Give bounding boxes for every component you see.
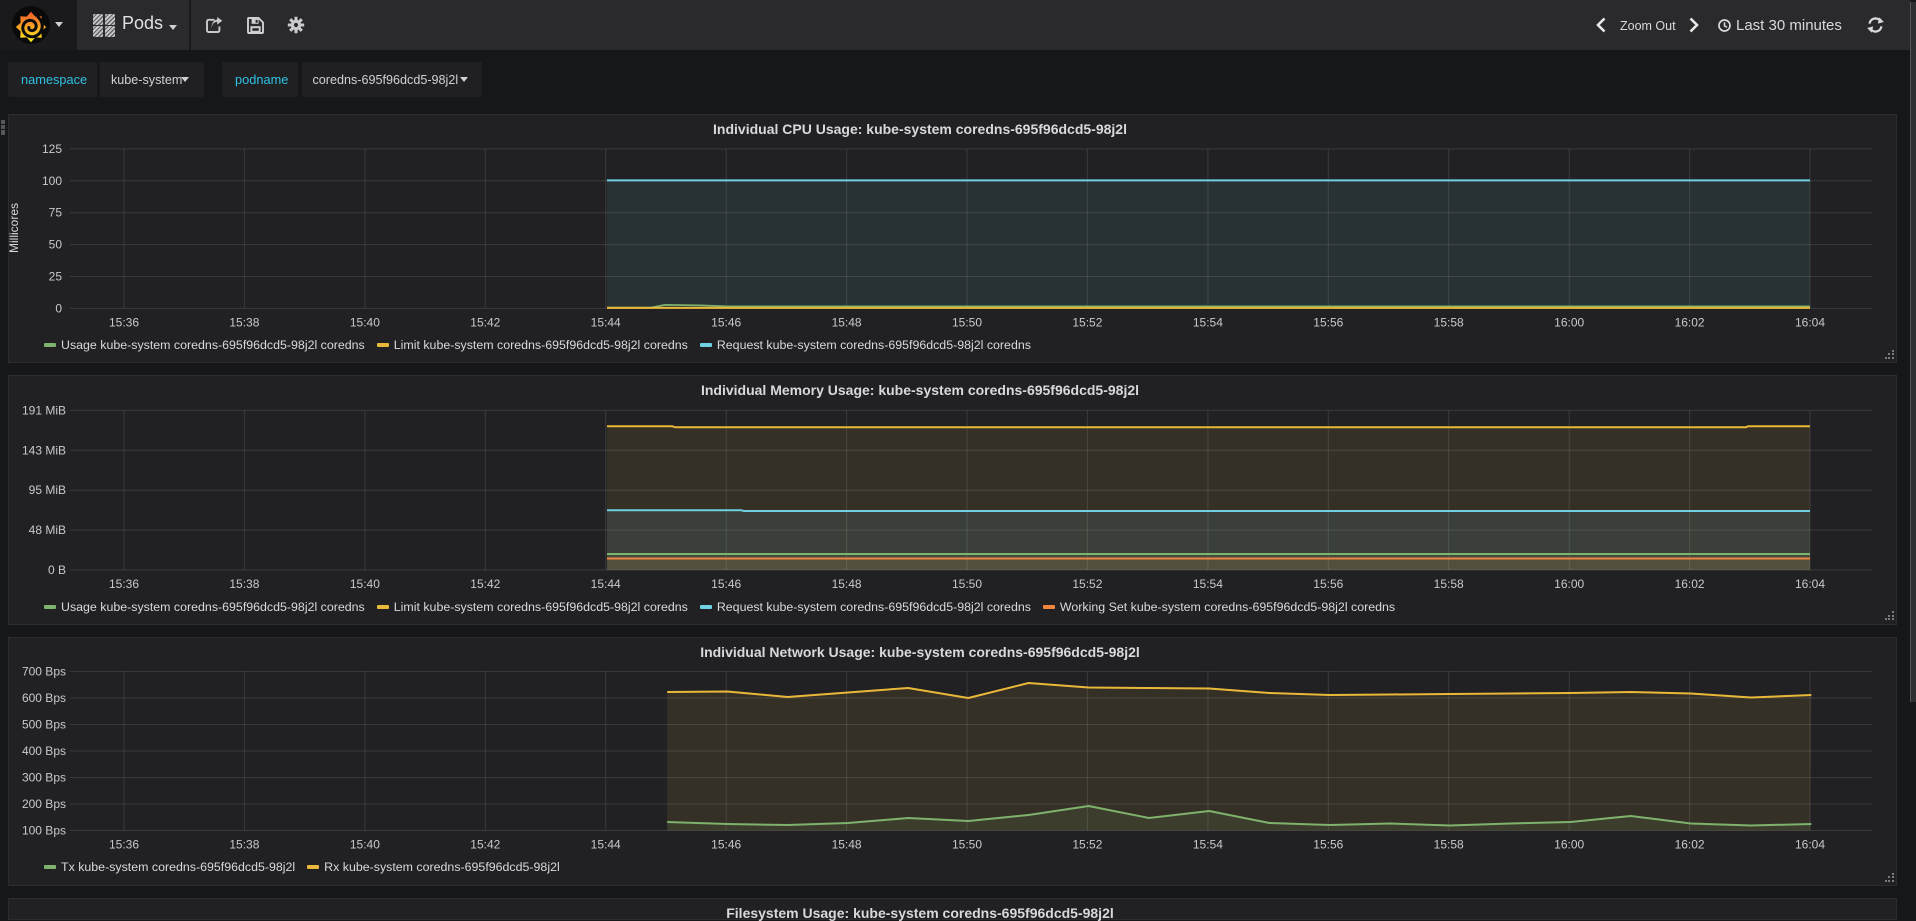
svg-text:15:40: 15:40 [350, 315, 380, 329]
svg-text:15:56: 15:56 [1313, 577, 1343, 591]
svg-text:100: 100 [42, 174, 62, 188]
svg-text:100 Bps: 100 Bps [22, 824, 66, 838]
svg-text:15:52: 15:52 [1072, 838, 1102, 852]
svg-text:16:02: 16:02 [1675, 577, 1705, 591]
svg-text:15:38: 15:38 [229, 315, 259, 329]
svg-text:191 MiB: 191 MiB [22, 403, 66, 417]
svg-text:15:56: 15:56 [1313, 838, 1343, 852]
svg-text:16:04: 16:04 [1795, 838, 1825, 852]
svg-text:16:00: 16:00 [1554, 577, 1584, 591]
svg-text:48 MiB: 48 MiB [29, 523, 66, 537]
svg-text:500 Bps: 500 Bps [22, 718, 66, 732]
svg-text:16:02: 16:02 [1675, 838, 1705, 852]
svg-text:Millicores: Millicores [7, 203, 21, 253]
svg-text:15:42: 15:42 [470, 838, 500, 852]
svg-text:16:04: 16:04 [1795, 577, 1825, 591]
svg-text:15:50: 15:50 [952, 838, 982, 852]
svg-text:15:58: 15:58 [1434, 315, 1464, 329]
svg-text:15:44: 15:44 [591, 838, 621, 852]
svg-text:700 Bps: 700 Bps [22, 665, 66, 679]
svg-text:15:38: 15:38 [229, 577, 259, 591]
svg-text:16:02: 16:02 [1675, 315, 1705, 329]
svg-text:15:48: 15:48 [832, 577, 862, 591]
svg-text:15:52: 15:52 [1072, 577, 1102, 591]
svg-text:15:54: 15:54 [1193, 838, 1223, 852]
svg-text:15:58: 15:58 [1434, 838, 1464, 852]
svg-text:15:46: 15:46 [711, 838, 741, 852]
svg-text:25: 25 [49, 270, 63, 284]
svg-text:300 Bps: 300 Bps [22, 771, 66, 785]
svg-text:15:42: 15:42 [470, 577, 500, 591]
svg-text:600 Bps: 600 Bps [22, 691, 66, 705]
svg-text:15:46: 15:46 [711, 315, 741, 329]
svg-text:15:42: 15:42 [470, 315, 500, 329]
svg-text:16:00: 16:00 [1554, 838, 1584, 852]
svg-text:15:54: 15:54 [1193, 315, 1223, 329]
svg-text:16:00: 16:00 [1554, 315, 1584, 329]
svg-text:15:50: 15:50 [952, 315, 982, 329]
svg-text:15:36: 15:36 [109, 315, 139, 329]
svg-text:15:40: 15:40 [350, 577, 380, 591]
svg-text:15:58: 15:58 [1434, 577, 1464, 591]
svg-text:125: 125 [42, 142, 62, 156]
svg-text:15:52: 15:52 [1072, 315, 1102, 329]
svg-text:15:54: 15:54 [1193, 577, 1223, 591]
svg-text:75: 75 [49, 206, 63, 220]
svg-text:0: 0 [55, 301, 62, 315]
svg-text:15:38: 15:38 [229, 838, 259, 852]
svg-text:16:04: 16:04 [1795, 315, 1825, 329]
svg-text:15:44: 15:44 [591, 315, 621, 329]
svg-text:15:44: 15:44 [591, 577, 621, 591]
svg-text:0 B: 0 B [48, 563, 66, 577]
svg-text:15:48: 15:48 [832, 838, 862, 852]
svg-text:15:36: 15:36 [109, 577, 139, 591]
svg-text:15:46: 15:46 [711, 577, 741, 591]
svg-text:15:48: 15:48 [832, 315, 862, 329]
svg-text:143 MiB: 143 MiB [22, 443, 66, 457]
svg-text:400 Bps: 400 Bps [22, 744, 66, 758]
svg-text:15:50: 15:50 [952, 577, 982, 591]
svg-text:15:36: 15:36 [109, 838, 139, 852]
svg-text:15:40: 15:40 [350, 838, 380, 852]
svg-text:95 MiB: 95 MiB [29, 483, 66, 497]
svg-text:50: 50 [49, 238, 63, 252]
svg-text:15:56: 15:56 [1313, 315, 1343, 329]
svg-text:200 Bps: 200 Bps [22, 797, 66, 811]
